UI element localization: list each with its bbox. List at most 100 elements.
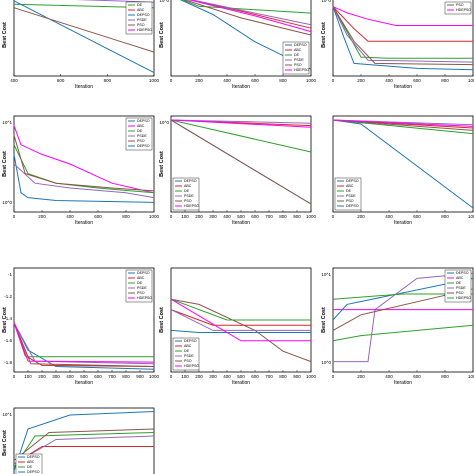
x-tick-label: 500: [80, 374, 88, 379]
x-axis-label: Iteration: [75, 220, 93, 226]
legend-box: [172, 337, 200, 371]
legend-entry: DEPSO: [184, 179, 197, 183]
y-axis-label: Best Cost: [2, 151, 8, 177]
legend-entry: PSO: [184, 199, 192, 203]
x-tick-label: 700: [265, 214, 273, 219]
x-tick-label: 200: [195, 214, 203, 219]
x-tick-label: 1000: [149, 214, 160, 219]
y-tick-label: 10^0: [159, 0, 169, 3]
legend-entry: PSO: [137, 291, 145, 295]
series-line-pso: [332, 288, 474, 331]
x-tick-label: 100: [181, 374, 189, 379]
chart-panel-9: 0 200 400 600 800 1000 10^1 10^0 Iteration Best C…: [321, 267, 474, 386]
x-tick-label: 200: [195, 78, 203, 83]
legend-entry: PSO: [456, 291, 464, 295]
series-line-abc: [332, 6, 473, 42]
legend-entry: HDEPSO: [456, 8, 471, 12]
x-tick-label: 200: [357, 374, 365, 379]
series-line-pso: [13, 428, 155, 461]
x-tick-label: 1000: [149, 78, 160, 83]
legend-entry: DEPSO: [137, 271, 150, 275]
legend-entry: PSO: [294, 63, 302, 67]
y-axis-label: Best Cost: [2, 430, 8, 456]
x-tick-label: 800: [441, 374, 449, 379]
legend-entry: DE: [294, 53, 300, 57]
x-tick-label: 100: [181, 214, 189, 219]
x-tick-label: 400: [66, 374, 74, 379]
x-tick-label: 1000: [468, 214, 474, 219]
legend-box: [15, 453, 43, 474]
x-tick-label: 800: [279, 214, 287, 219]
x-tick-label: 900: [293, 374, 301, 379]
series-line-depso: [170, 329, 311, 333]
x-tick-label: 1000: [468, 374, 474, 379]
x-tick-label: 1000: [306, 78, 317, 83]
legend-box: [125, 269, 153, 303]
series-line-depso: [13, 411, 155, 472]
legend-entry: DE: [346, 189, 352, 193]
x-tick-label: 200: [357, 78, 365, 83]
x-tick-label: 0: [170, 214, 173, 219]
x-tick-label: 300: [52, 374, 60, 379]
x-tick-label: 600: [251, 214, 259, 219]
series-line-de: [170, 119, 312, 153]
x-tick-label: 400: [385, 374, 393, 379]
legend-box: [125, 1, 153, 35]
chart-panel-3: 0 200 400 600 800 1000 10^0 Iteration Best Cost P…: [321, 0, 474, 90]
legend-entry: DE: [27, 465, 33, 469]
y-tick-label: 10^0: [2, 200, 12, 205]
y-axis-label: Best Cost: [159, 307, 165, 333]
x-tick-label: 400: [10, 78, 18, 83]
legend-entry: HDEPSO: [137, 28, 152, 32]
series-line-psde: [170, 309, 311, 331]
y-axis-label: Best Cost: [2, 307, 8, 333]
chart-panel-8: 0 100 200 300 400 500 600 700 800 900 1000 Iteratio…: [159, 267, 317, 386]
x-tick-label: 1000: [468, 78, 474, 83]
series-line-depso: [13, 154, 155, 203]
legend-entry: ABC: [27, 460, 35, 464]
y-axis-label: Best Cost: [159, 22, 165, 48]
legend-entry: ABC: [137, 124, 145, 128]
series-line-de: [332, 6, 473, 59]
chart-panel-2: 0 200 400 600 800 1000 10^0 Iteration Best Cost D…: [159, 0, 317, 90]
legend-entry: PSO: [184, 359, 192, 363]
x-tick-label: 800: [279, 78, 287, 83]
legend-entry: ABC: [137, 276, 145, 280]
x-tick-label: 0: [332, 214, 335, 219]
y-tick-label: 10^0: [159, 120, 169, 125]
x-axis-label: Iteration: [232, 220, 250, 226]
x-tick-label: 800: [122, 214, 130, 219]
legend-box: [172, 177, 200, 211]
series-line-hdepso: [187, 0, 312, 33]
legend-box: [282, 41, 310, 75]
y-tick-label: -1.6: [4, 338, 12, 343]
legend-entry: PSO: [137, 23, 145, 27]
x-tick-label: 200: [195, 374, 203, 379]
x-tick-label: 300: [209, 374, 217, 379]
y-tick-label: 10^1: [2, 120, 12, 125]
legend-entry: ABC: [346, 184, 354, 188]
legend-entry: ABC: [294, 48, 302, 52]
y-axis-label: Best Cost: [159, 151, 165, 177]
series-line-hdepso: [13, 322, 155, 363]
x-tick-label: 900: [136, 374, 144, 379]
y-tick-label: -1: [8, 272, 12, 277]
x-tick-label: 0: [332, 78, 335, 83]
x-tick-label: 800: [441, 78, 449, 83]
series-line-depso: [332, 277, 474, 321]
series-line-psde: [190, 0, 312, 26]
x-tick-label: 700: [108, 374, 116, 379]
legend-entry: DEPSO: [137, 144, 150, 148]
series-line-de: [332, 119, 474, 135]
y-axis-label: Best Cost: [2, 22, 8, 48]
x-axis-label: Iteration: [75, 380, 93, 386]
series-line-de: [170, 298, 311, 321]
legend-entry: HDEPSO: [294, 68, 309, 72]
legend-entry: HDEPSO: [456, 296, 471, 300]
series-line-pso: [332, 119, 474, 131]
series-line-abc: [13, 125, 155, 194]
legend-entry: DEPSO: [137, 13, 150, 17]
legend-box: [334, 177, 362, 211]
x-tick-label: 600: [57, 78, 65, 83]
legend-entry: HDEPSO: [184, 364, 199, 368]
